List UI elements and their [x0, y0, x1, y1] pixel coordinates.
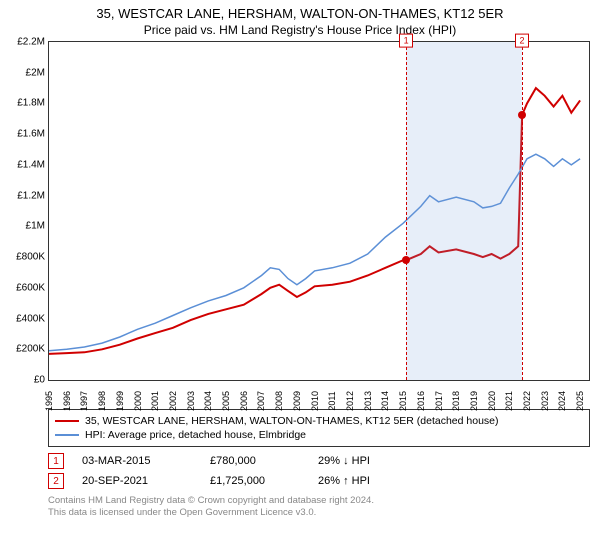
xtick-label: 2017	[434, 391, 444, 411]
marker-dot	[518, 111, 526, 119]
chart-title: 35, WESTCAR LANE, HERSHAM, WALTON-ON-THA…	[0, 0, 600, 21]
legend-swatch	[55, 420, 79, 422]
event-row: 2 20-SEP-2021 £1,725,000 26% ↑ HPI	[48, 471, 590, 491]
footer-line1: Contains HM Land Registry data © Crown c…	[48, 495, 590, 507]
xtick-label: 1995	[44, 391, 54, 411]
legend-row: 35, WESTCAR LANE, HERSHAM, WALTON-ON-THA…	[55, 414, 583, 428]
ytick-label: £600K	[16, 282, 45, 293]
legend-label: 35, WESTCAR LANE, HERSHAM, WALTON-ON-THA…	[85, 415, 499, 427]
xtick-label: 2022	[522, 391, 532, 411]
xtick-label: 2006	[239, 391, 249, 411]
legend-row: HPI: Average price, detached house, Elmb…	[55, 428, 583, 442]
footer-attribution: Contains HM Land Registry data © Crown c…	[48, 495, 590, 520]
shaded-region	[406, 42, 522, 380]
ytick-label: £1M	[26, 221, 45, 232]
ytick-label: £2.2M	[17, 37, 45, 48]
xtick-label: 2014	[380, 391, 390, 411]
xtick-label: 2025	[575, 391, 585, 411]
xtick-label: 2013	[363, 391, 373, 411]
event-price: £780,000	[210, 455, 300, 467]
xtick-label: 2009	[292, 391, 302, 411]
event-price: £1,725,000	[210, 475, 300, 487]
xtick-label: 2018	[451, 391, 461, 411]
xtick-label: 2007	[256, 391, 266, 411]
ytick-label: £0	[34, 375, 45, 386]
event-delta: 26% ↑ HPI	[318, 475, 370, 487]
xtick-label: 2011	[327, 391, 337, 410]
xtick-label: 2021	[504, 391, 514, 411]
xtick-label: 2003	[186, 391, 196, 411]
ytick-label: £800K	[16, 252, 45, 263]
xtick-label: 2008	[274, 391, 284, 411]
marker-dot	[402, 256, 410, 264]
event-date: 03-MAR-2015	[82, 455, 192, 467]
xtick-label: 2000	[133, 391, 143, 411]
ytick-label: £1.2M	[17, 190, 45, 201]
marker-badge: 2	[515, 34, 529, 48]
ytick-label: £1.8M	[17, 98, 45, 109]
xtick-label: 1996	[62, 391, 72, 411]
chart-subtitle: Price paid vs. HM Land Registry's House …	[0, 21, 600, 41]
ytick-label: £400K	[16, 313, 45, 324]
ytick-label: £200K	[16, 344, 45, 355]
xtick-label: 2020	[487, 391, 497, 411]
xtick-label: 1999	[115, 391, 125, 411]
event-badge: 1	[48, 453, 64, 469]
legend-label: HPI: Average price, detached house, Elmb…	[85, 429, 306, 441]
xtick-label: 2001	[150, 391, 160, 411]
legend-swatch	[55, 434, 79, 436]
xtick-label: 2023	[540, 391, 550, 411]
ytick-label: £2M	[26, 67, 45, 78]
xtick-label: 2015	[398, 391, 408, 411]
xtick-label: 2012	[345, 391, 355, 411]
chart-area: £0£200K£400K£600K£800K£1M£1.2M£1.4M£1.6M…	[48, 41, 590, 381]
event-badge: 2	[48, 473, 64, 489]
ytick-label: £1.6M	[17, 129, 45, 140]
marker-badge: 1	[399, 34, 413, 48]
xtick-label: 2002	[168, 391, 178, 411]
ytick-label: £1.4M	[17, 159, 45, 170]
xtick-label: 2024	[557, 391, 567, 411]
xtick-label: 2004	[203, 391, 213, 411]
event-row: 1 03-MAR-2015 £780,000 29% ↓ HPI	[48, 451, 590, 471]
xtick-label: 2016	[416, 391, 426, 411]
xtick-label: 1997	[79, 391, 89, 411]
xtick-label: 2005	[221, 391, 231, 411]
event-date: 20-SEP-2021	[82, 475, 192, 487]
xtick-label: 2010	[310, 391, 320, 411]
marker-line	[522, 42, 523, 380]
footer-line2: This data is licensed under the Open Gov…	[48, 507, 590, 519]
xtick-label: 2019	[469, 391, 479, 411]
events-table: 1 03-MAR-2015 £780,000 29% ↓ HPI 2 20-SEP-202…	[48, 451, 590, 491]
xtick-label: 1998	[97, 391, 107, 411]
marker-line	[406, 42, 407, 380]
legend-box: 35, WESTCAR LANE, HERSHAM, WALTON-ON-THA…	[48, 409, 590, 447]
event-delta: 29% ↓ HPI	[318, 455, 370, 467]
